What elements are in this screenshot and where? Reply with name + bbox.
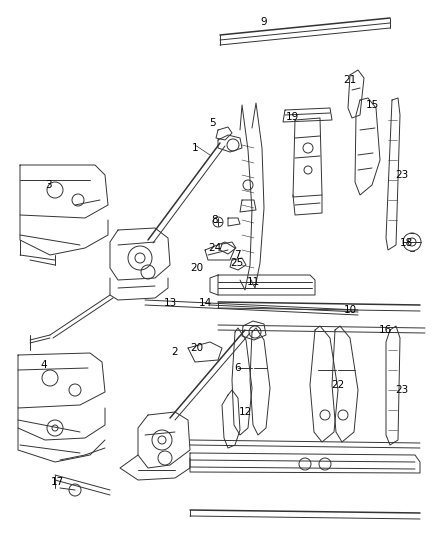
Text: 15: 15 (365, 100, 378, 110)
Text: 4: 4 (41, 360, 47, 370)
Text: 7: 7 (234, 250, 240, 260)
Text: 23: 23 (396, 170, 409, 180)
Text: 11: 11 (246, 277, 260, 287)
Text: 22: 22 (332, 380, 345, 390)
Text: 5: 5 (210, 118, 216, 128)
Text: 23: 23 (396, 385, 409, 395)
Text: 20: 20 (191, 263, 204, 273)
Text: 16: 16 (378, 325, 392, 335)
Text: 10: 10 (343, 305, 357, 315)
Text: 6: 6 (235, 363, 241, 373)
Text: 19: 19 (286, 112, 299, 122)
Text: 3: 3 (45, 180, 51, 190)
Text: 18: 18 (399, 238, 413, 248)
Text: 20: 20 (191, 343, 204, 353)
Text: 9: 9 (261, 17, 267, 27)
Text: 1: 1 (192, 143, 198, 153)
Text: 12: 12 (238, 407, 251, 417)
Text: 13: 13 (163, 298, 177, 308)
Text: 24: 24 (208, 243, 222, 253)
Text: 2: 2 (172, 347, 178, 357)
Text: 17: 17 (50, 477, 64, 487)
Text: 8: 8 (212, 215, 218, 225)
Text: 25: 25 (230, 258, 244, 268)
Text: 14: 14 (198, 298, 212, 308)
Text: 21: 21 (343, 75, 357, 85)
